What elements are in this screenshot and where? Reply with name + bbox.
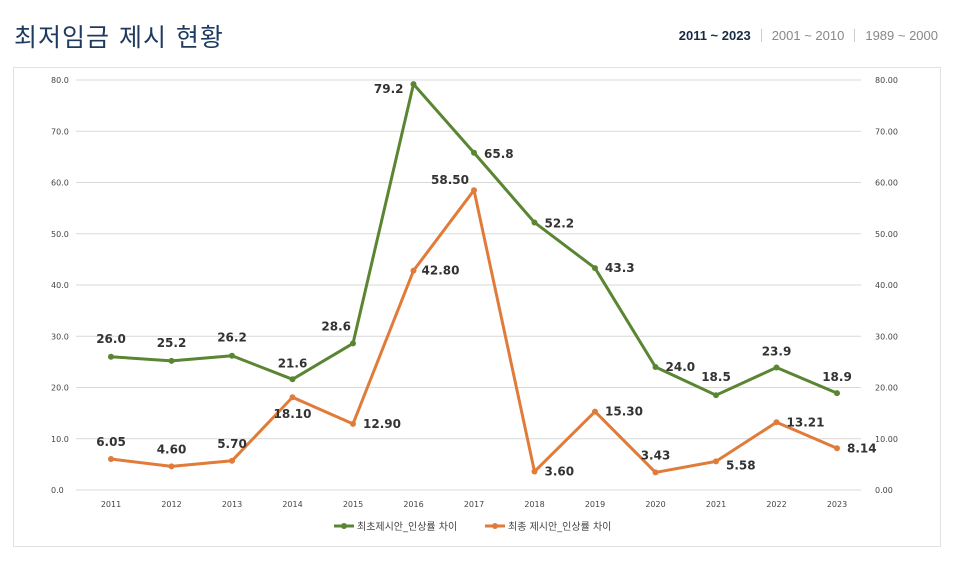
y-tick-label-right: 80.00 (875, 76, 898, 85)
data-label: 26.2 (217, 331, 247, 345)
x-tick-label: 2015 (343, 500, 363, 509)
period-tabs: 2011 ~ 2023 2001 ~ 2010 1989 ~ 2000 (679, 28, 938, 43)
y-tick-label-right: 40.00 (875, 281, 898, 290)
y-tick-label-left: 30.0 (51, 332, 69, 341)
data-label: 5.58 (726, 458, 756, 472)
data-point (531, 468, 538, 475)
x-tick-label: 2022 (766, 500, 786, 509)
legend-swatch-marker (341, 523, 347, 529)
tab-divider (854, 29, 856, 42)
y-tick-label-left: 40.0 (51, 281, 69, 290)
data-point (531, 219, 538, 226)
data-point (229, 352, 235, 359)
y-tick-label-left: 0.0 (51, 486, 64, 495)
data-label: 25.2 (157, 336, 187, 350)
y-tick-label-right: 50.00 (875, 230, 898, 239)
x-tick-label: 2019 (585, 500, 605, 509)
legend-label: 최종 제시안_인상률 차이 (508, 521, 611, 533)
data-label: 28.6 (321, 319, 351, 333)
data-point (592, 408, 598, 415)
tab-2001-2010[interactable]: 2001 ~ 2010 (771, 28, 845, 43)
data-label: 58.50 (431, 173, 469, 187)
legend-label: 최초제시안_인상률 차이 (357, 521, 457, 533)
tab-divider (760, 29, 762, 42)
y-tick-label-left: 80.0 (51, 76, 69, 85)
data-label: 3.43 (641, 448, 671, 462)
data-point (410, 81, 417, 88)
data-label: 43.3 (605, 261, 635, 275)
data-label: 26.0 (96, 332, 126, 346)
data-label: 42.80 (422, 264, 460, 278)
y-tick-label-left: 60.0 (51, 179, 69, 188)
data-point (168, 463, 175, 470)
x-tick-label: 2013 (222, 500, 242, 509)
data-point (713, 392, 719, 399)
data-point (471, 187, 477, 194)
x-tick-label: 2014 (282, 500, 302, 509)
data-point (350, 340, 356, 347)
data-label: 18.10 (274, 407, 312, 421)
y-tick-label-left: 50.0 (51, 230, 69, 239)
data-point (592, 265, 598, 272)
x-tick-label: 2018 (524, 500, 544, 509)
data-point (471, 149, 477, 156)
data-label: 13.21 (787, 415, 825, 429)
data-label: 12.90 (363, 417, 401, 431)
data-label: 4.60 (157, 442, 187, 456)
data-point (834, 445, 840, 452)
data-point (168, 357, 175, 364)
data-label: 15.30 (605, 405, 643, 419)
y-tick-label-right: 30.00 (875, 332, 898, 341)
data-point (652, 469, 659, 476)
tab-1989-2000[interactable]: 1989 ~ 2000 (865, 28, 938, 43)
x-tick-label: 2021 (706, 500, 726, 509)
data-label: 6.05 (96, 435, 126, 449)
data-label: 65.8 (484, 147, 514, 161)
data-label: 5.70 (217, 437, 247, 451)
data-label: 52.2 (545, 216, 575, 230)
data-point (773, 364, 780, 371)
y-tick-label-right: 70.00 (875, 127, 898, 136)
line-chart: 0.0 0.00 10.0 10.00 20.0 20.00 30.0 30.00 40.0 40… (51, 76, 898, 533)
data-point (652, 364, 659, 370)
y-tick-label-left: 10.0 (51, 435, 69, 444)
data-point (773, 419, 780, 426)
y-tick-label-right: 0.00 (875, 486, 893, 495)
data-point (108, 455, 114, 462)
x-tick-label: 2016 (403, 500, 423, 509)
data-label: 24.0 (666, 360, 696, 374)
tab-2011-2023[interactable]: 2011 ~ 2023 (678, 28, 751, 43)
x-tick-label: 2020 (645, 500, 665, 509)
data-label: 23.9 (762, 345, 792, 359)
data-label: 3.60 (545, 465, 575, 479)
data-label: 21.6 (278, 356, 308, 370)
data-point (289, 394, 296, 401)
data-label: 79.2 (374, 82, 404, 96)
data-point (834, 390, 840, 397)
y-tick-label-right: 10.00 (875, 435, 898, 444)
data-point (350, 420, 356, 427)
y-tick-label-left: 20.0 (51, 384, 69, 393)
data-label: 8.14 (847, 441, 877, 455)
x-tick-label: 2012 (161, 500, 181, 509)
data-point (229, 457, 235, 464)
data-label: 18.9 (822, 370, 852, 384)
legend-swatch-marker (492, 523, 498, 529)
data-point (713, 458, 719, 465)
x-tick-label: 2023 (827, 500, 847, 509)
data-point (108, 353, 114, 360)
y-tick-label-right: 20.00 (875, 384, 898, 393)
data-point (289, 376, 296, 383)
y-tick-label-right: 60.00 (875, 179, 898, 188)
page-title: 최저임금 제시 현황 (14, 23, 224, 52)
x-tick-label: 2011 (101, 500, 121, 509)
data-label: 18.5 (701, 370, 731, 384)
chart-container: 0.0 0.00 10.0 10.00 20.0 20.00 30.0 30.00 40.0 40… (13, 67, 941, 547)
x-tick-label: 2017 (464, 500, 484, 509)
data-point (410, 267, 417, 274)
y-tick-label-left: 70.0 (51, 127, 69, 136)
